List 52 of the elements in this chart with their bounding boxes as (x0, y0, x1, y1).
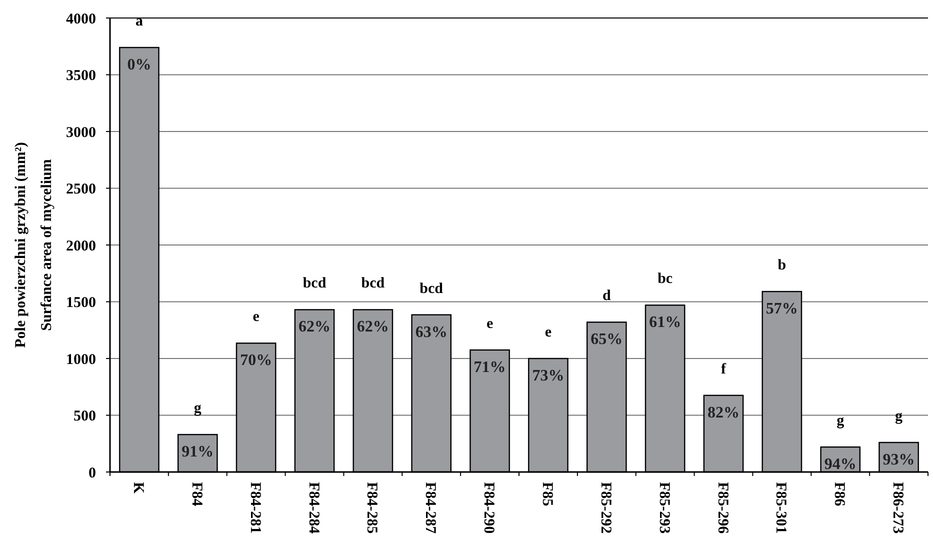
annotation: e (252, 309, 260, 326)
annotation: 62% (356, 318, 389, 336)
annotation: 82% (708, 404, 740, 422)
x-tick-label: F84-290 (480, 482, 497, 534)
annotation: bcd (420, 280, 444, 297)
annotation: bcd (302, 276, 327, 292)
y-tick-label: 1000 (66, 352, 96, 368)
annotation: 62% (298, 318, 330, 336)
x-tick-label: F85-292 (597, 482, 614, 534)
x-tick-label: F84-285 (364, 482, 380, 534)
x-tick-label: F86 (831, 482, 848, 507)
annotation: g (895, 408, 904, 424)
y-tick-label: 2500 (66, 182, 96, 198)
y-tick-label: 0 (88, 465, 96, 482)
x-tick-label: K (130, 482, 146, 494)
x-tick-label: F85 (538, 482, 555, 506)
annotation: d (602, 288, 612, 304)
y-axis-title: Pole powierzchni grzybni (mm²) Surfance area of mycelium (13, 142, 55, 348)
annotation: 65% (590, 331, 623, 348)
x-tick-label: F84-284 (305, 482, 322, 534)
annotation: bcd (361, 276, 386, 292)
annotation: e (486, 316, 494, 332)
annotation: 73% (532, 368, 564, 384)
annotation: 63% (415, 324, 448, 341)
annotation: 94% (824, 456, 856, 474)
annotation: g (836, 413, 845, 430)
x-tick-label: F85-293 (656, 482, 672, 534)
x-tick-label: F85-296 (714, 482, 730, 534)
annotation: 71% (474, 358, 506, 376)
annotation: 70% (240, 352, 272, 370)
x-tick-label: F84-287 (422, 482, 438, 534)
y-tick-label: 3000 (66, 124, 96, 141)
annotation: f (721, 361, 727, 378)
annotation: 57% (766, 300, 798, 318)
annotation: 93% (882, 451, 915, 468)
y-tick-label: 3500 (66, 68, 96, 84)
annotation: g (194, 400, 202, 417)
y-tick-label: 2000 (66, 238, 96, 254)
y-tick-label: 500 (74, 408, 96, 424)
annotation: 0% (127, 56, 152, 74)
annotation: b (778, 258, 786, 274)
annotation: bc (658, 271, 673, 288)
x-tick-label: F84-281 (246, 482, 263, 534)
annotation: e (544, 324, 552, 340)
y-tick-label: 4000 (66, 11, 96, 28)
x-tick-label: F85-301 (772, 482, 789, 534)
x-tick-label: F84 (188, 482, 204, 507)
x-tick-label: F86-273 (890, 482, 906, 534)
annotation: 61% (649, 314, 682, 332)
annotation: 91% (182, 444, 214, 461)
annotation: a (135, 14, 144, 30)
y-tick-label: 1500 (66, 295, 96, 311)
